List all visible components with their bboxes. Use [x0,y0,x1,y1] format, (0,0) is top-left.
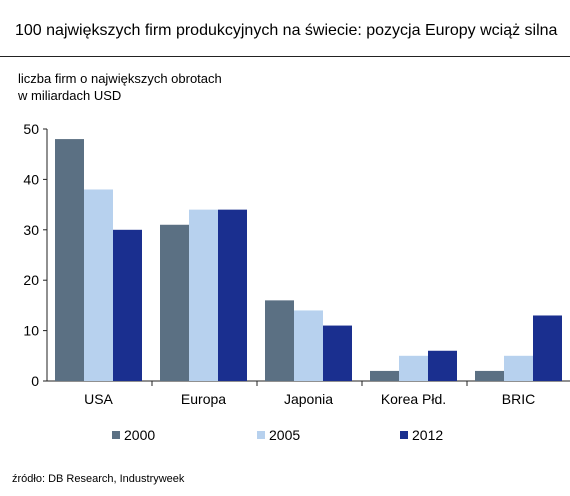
x-tick-label: Europa [181,391,226,407]
legend-swatch-2005 [257,431,265,439]
y-tick-label: 30 [23,222,39,238]
title-divider [0,56,570,57]
legend-label-2005: 2005 [269,427,300,443]
legend-label-2000: 2000 [124,427,155,443]
y-tick-label: 0 [31,373,39,389]
bar-2005 [399,355,428,381]
x-tick-label: Japonia [284,391,333,407]
source-note: źródło: DB Research, Industryweek [12,473,185,485]
bar-2012 [113,229,142,381]
bar-2000 [475,370,504,381]
x-tick-label: USA [84,391,113,407]
y-tick-label: 10 [23,323,39,339]
legend-swatch-2012 [400,431,408,439]
x-tick-label: Korea Płd. [381,391,446,407]
bar-2005 [189,209,218,381]
bar-2012 [533,315,562,381]
y-tick-label: 50 [23,121,39,137]
bar-2000 [160,224,189,381]
legend-swatch-2000 [112,431,120,439]
bar-2012 [428,350,457,381]
y-tick-label: 20 [23,272,39,288]
y-axis-label-line-2: w miliardach USD [18,88,122,103]
y-tick-label: 40 [23,171,39,187]
bar-2000 [370,370,399,381]
bar-2005 [504,355,533,381]
chart-title: 100 największych firm produkcyjnych na ś… [15,22,558,39]
bar-2000 [55,139,84,381]
bar-2012 [218,209,247,381]
bar-2000 [265,300,294,381]
y-axis-label: liczba firm o największych obrotach w mi… [18,70,222,104]
x-tick-label: BRIC [502,391,535,407]
legend-label-2012: 2012 [412,427,443,443]
bar-2012 [323,325,352,381]
y-axis-label-line-1: liczba firm o największych obrotach [18,71,222,86]
bar-2005 [294,310,323,381]
bar-2005 [84,189,113,381]
